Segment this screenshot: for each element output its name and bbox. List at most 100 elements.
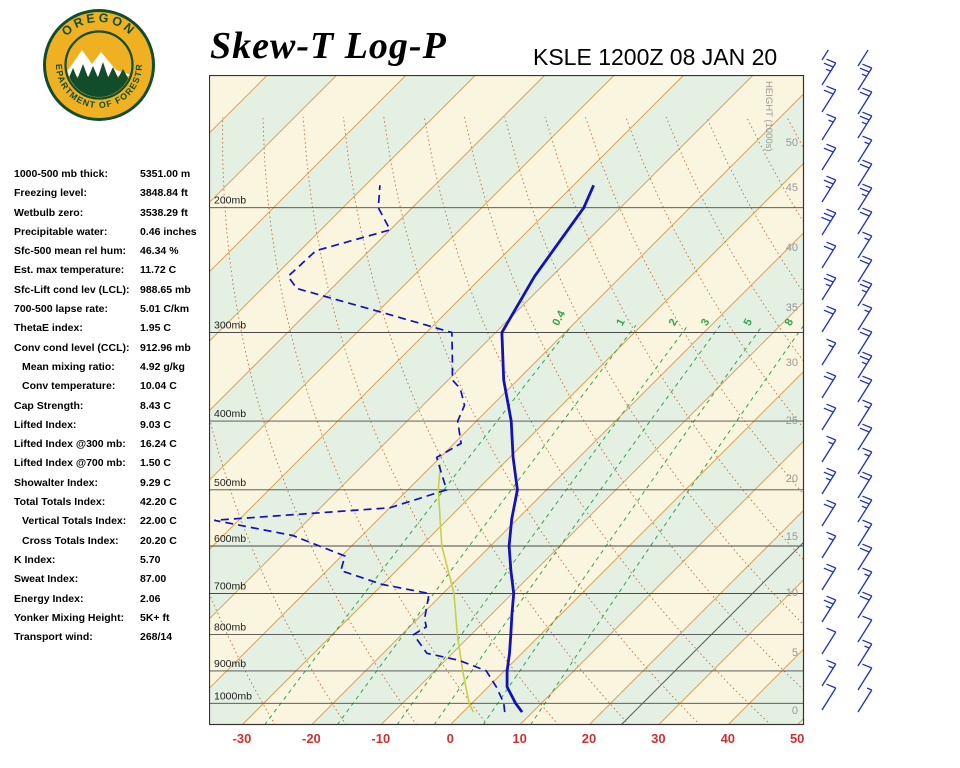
sounding-indices-panel: 1000-500 mb thick: 5351.00 m Freezing leve…: [12, 165, 217, 647]
stat-row: Conv temperature: 10.04 C: [12, 377, 217, 396]
wind-barb: [821, 58, 837, 86]
wind-barb: [857, 471, 873, 499]
wind-barb: [821, 499, 837, 527]
wind-barb: [857, 303, 873, 331]
isotherm-line: [311, 231, 804, 725]
page-title: Skew-T Log-P: [210, 25, 447, 67]
wind-barb: [857, 207, 873, 235]
wind-barb: [857, 87, 873, 115]
wind-barb: [857, 327, 873, 355]
stat-label: Wetbulb zero:: [14, 206, 84, 219]
height-tick-label: 45: [786, 182, 798, 194]
dry-adiabat-line: [222, 116, 418, 725]
wind-barb: [857, 591, 873, 619]
height-tick-label: 25: [786, 415, 798, 427]
odf-logo: OREGON DEPARTMENT OF FORESTRY: [40, 6, 155, 121]
isotherm-line: [209, 75, 338, 204]
wind-barb: [857, 615, 873, 643]
stat-label: Total Totals Index:: [14, 496, 106, 509]
wind-barb: [821, 85, 837, 113]
wind-barb: [821, 467, 837, 495]
stat-row: 1000-500 mb thick: 5351.00 m: [12, 165, 217, 184]
isotherm-line: [209, 75, 476, 343]
stat-value: 3848.84 ft: [140, 187, 188, 200]
mixing-ratio-line: [530, 325, 804, 725]
stat-row: Cross Totals Index: 20.20 C: [12, 532, 217, 551]
wind-barb: [821, 403, 837, 431]
stat-value: 912.96 mb: [140, 341, 191, 354]
stat-value: 8.43 C: [140, 399, 171, 412]
isotherm-line: [449, 370, 804, 725]
stat-label: Lifted Index:: [14, 418, 77, 431]
stat-value: 3538.29 ft: [140, 206, 188, 219]
mixing-ratio-line: [482, 325, 764, 725]
dry-adiabat-line: [464, 116, 804, 691]
mixing-ratio-line: [433, 325, 721, 725]
temp-tick-label: 30: [651, 731, 665, 746]
stat-value: 5.01 C/km: [140, 303, 190, 316]
stat-value: 46.34 %: [140, 245, 179, 258]
stat-label: Transport wind:: [14, 631, 93, 644]
dry-adiabat-line: [423, 116, 772, 725]
wetbulb-trace: [437, 464, 475, 713]
mixing-ratio-label: 2: [667, 317, 680, 328]
dry-adiabat-line: [584, 116, 804, 496]
height-axis-label: HEIGHT (1000s): [763, 81, 774, 152]
pressure-label: 1000mb: [214, 690, 252, 702]
wind-barb: [857, 231, 873, 259]
stat-row: Est. max temperature: 11.72 C: [12, 261, 217, 280]
pressure-label: 800mb: [214, 622, 246, 634]
stat-value: 4.92 g/kg: [140, 360, 185, 373]
wind-barb: [821, 143, 837, 171]
wind-barb: [857, 279, 873, 307]
wind-barb: [821, 305, 837, 333]
stat-row: Vertical Totals Index: 22.00 C: [12, 512, 217, 531]
mixing-ratio-label: 1: [614, 317, 627, 328]
stat-value: 5351.00 m: [140, 168, 191, 180]
stat-row: Yonker Mixing Height: 5K+ ft: [12, 609, 217, 628]
stat-label: Conv cond level (CCL):: [14, 341, 130, 354]
dry-adiabat-line: [209, 414, 347, 725]
wind-barb: [857, 111, 873, 139]
wind-barb: [857, 183, 873, 211]
stat-label: Lifted Index @300 mb:: [14, 438, 126, 451]
wind-barb: [821, 659, 837, 687]
stat-value: 5.70: [140, 553, 161, 566]
stat-value: 9.03 C: [140, 418, 171, 431]
pressure-label: 900mb: [214, 658, 246, 670]
stat-value: 11.72 C: [140, 264, 177, 277]
mixing-ratio-label: 5: [742, 317, 755, 328]
isotherm-band: [209, 93, 804, 725]
temp-tick-label: 0: [447, 731, 454, 746]
stat-label: Sweat Index:: [14, 573, 79, 586]
skewt-chart: 0.4 1 2 3 5 8200mb300mb400mb500mb600mb700mb80…: [209, 75, 804, 746]
stat-value: 0.46 inches: [140, 225, 197, 238]
isotherm-line: [209, 75, 685, 551]
wind-barb: [857, 423, 873, 451]
stat-row: Sweat Index: 87.00: [12, 570, 217, 589]
logo-trees: [68, 62, 129, 80]
stat-label: Est. max temperature:: [14, 264, 125, 277]
stat-row: Sfc-500 mean rel hum: 46.34 %: [12, 242, 217, 261]
stat-value: 5K+ ft: [140, 611, 170, 624]
wind-barb: [821, 531, 837, 559]
stat-value: 87.00: [140, 573, 167, 586]
stat-label: Sfc-500 mean rel hum:: [14, 245, 127, 258]
plot-area: 0.4 1 2 3 5 8200mb300mb400mb500mb600mb700mb80…: [209, 75, 804, 725]
stat-row: Mean mixing ratio: 4.92 g/kg: [12, 358, 217, 377]
temp-tick-label: 20: [582, 731, 596, 746]
stat-row: ThetaE index: 1.95 C: [12, 319, 217, 338]
stat-label: 1000-500 mb thick:: [14, 168, 108, 180]
stat-label: Cap Strength:: [14, 399, 84, 412]
wind-barb: [821, 241, 837, 269]
wind-barb: [857, 399, 873, 427]
pressure-label: 600mb: [214, 533, 246, 545]
isotherm-line: [209, 75, 754, 620]
stat-label: 700-500 lapse rate:: [14, 303, 108, 316]
wind-barb: [857, 447, 873, 475]
dry-adiabat-line: [262, 116, 488, 725]
logo-inner-ring: [64, 30, 134, 100]
isotherm-line: [209, 75, 615, 482]
isotherm-band: [209, 75, 804, 689]
